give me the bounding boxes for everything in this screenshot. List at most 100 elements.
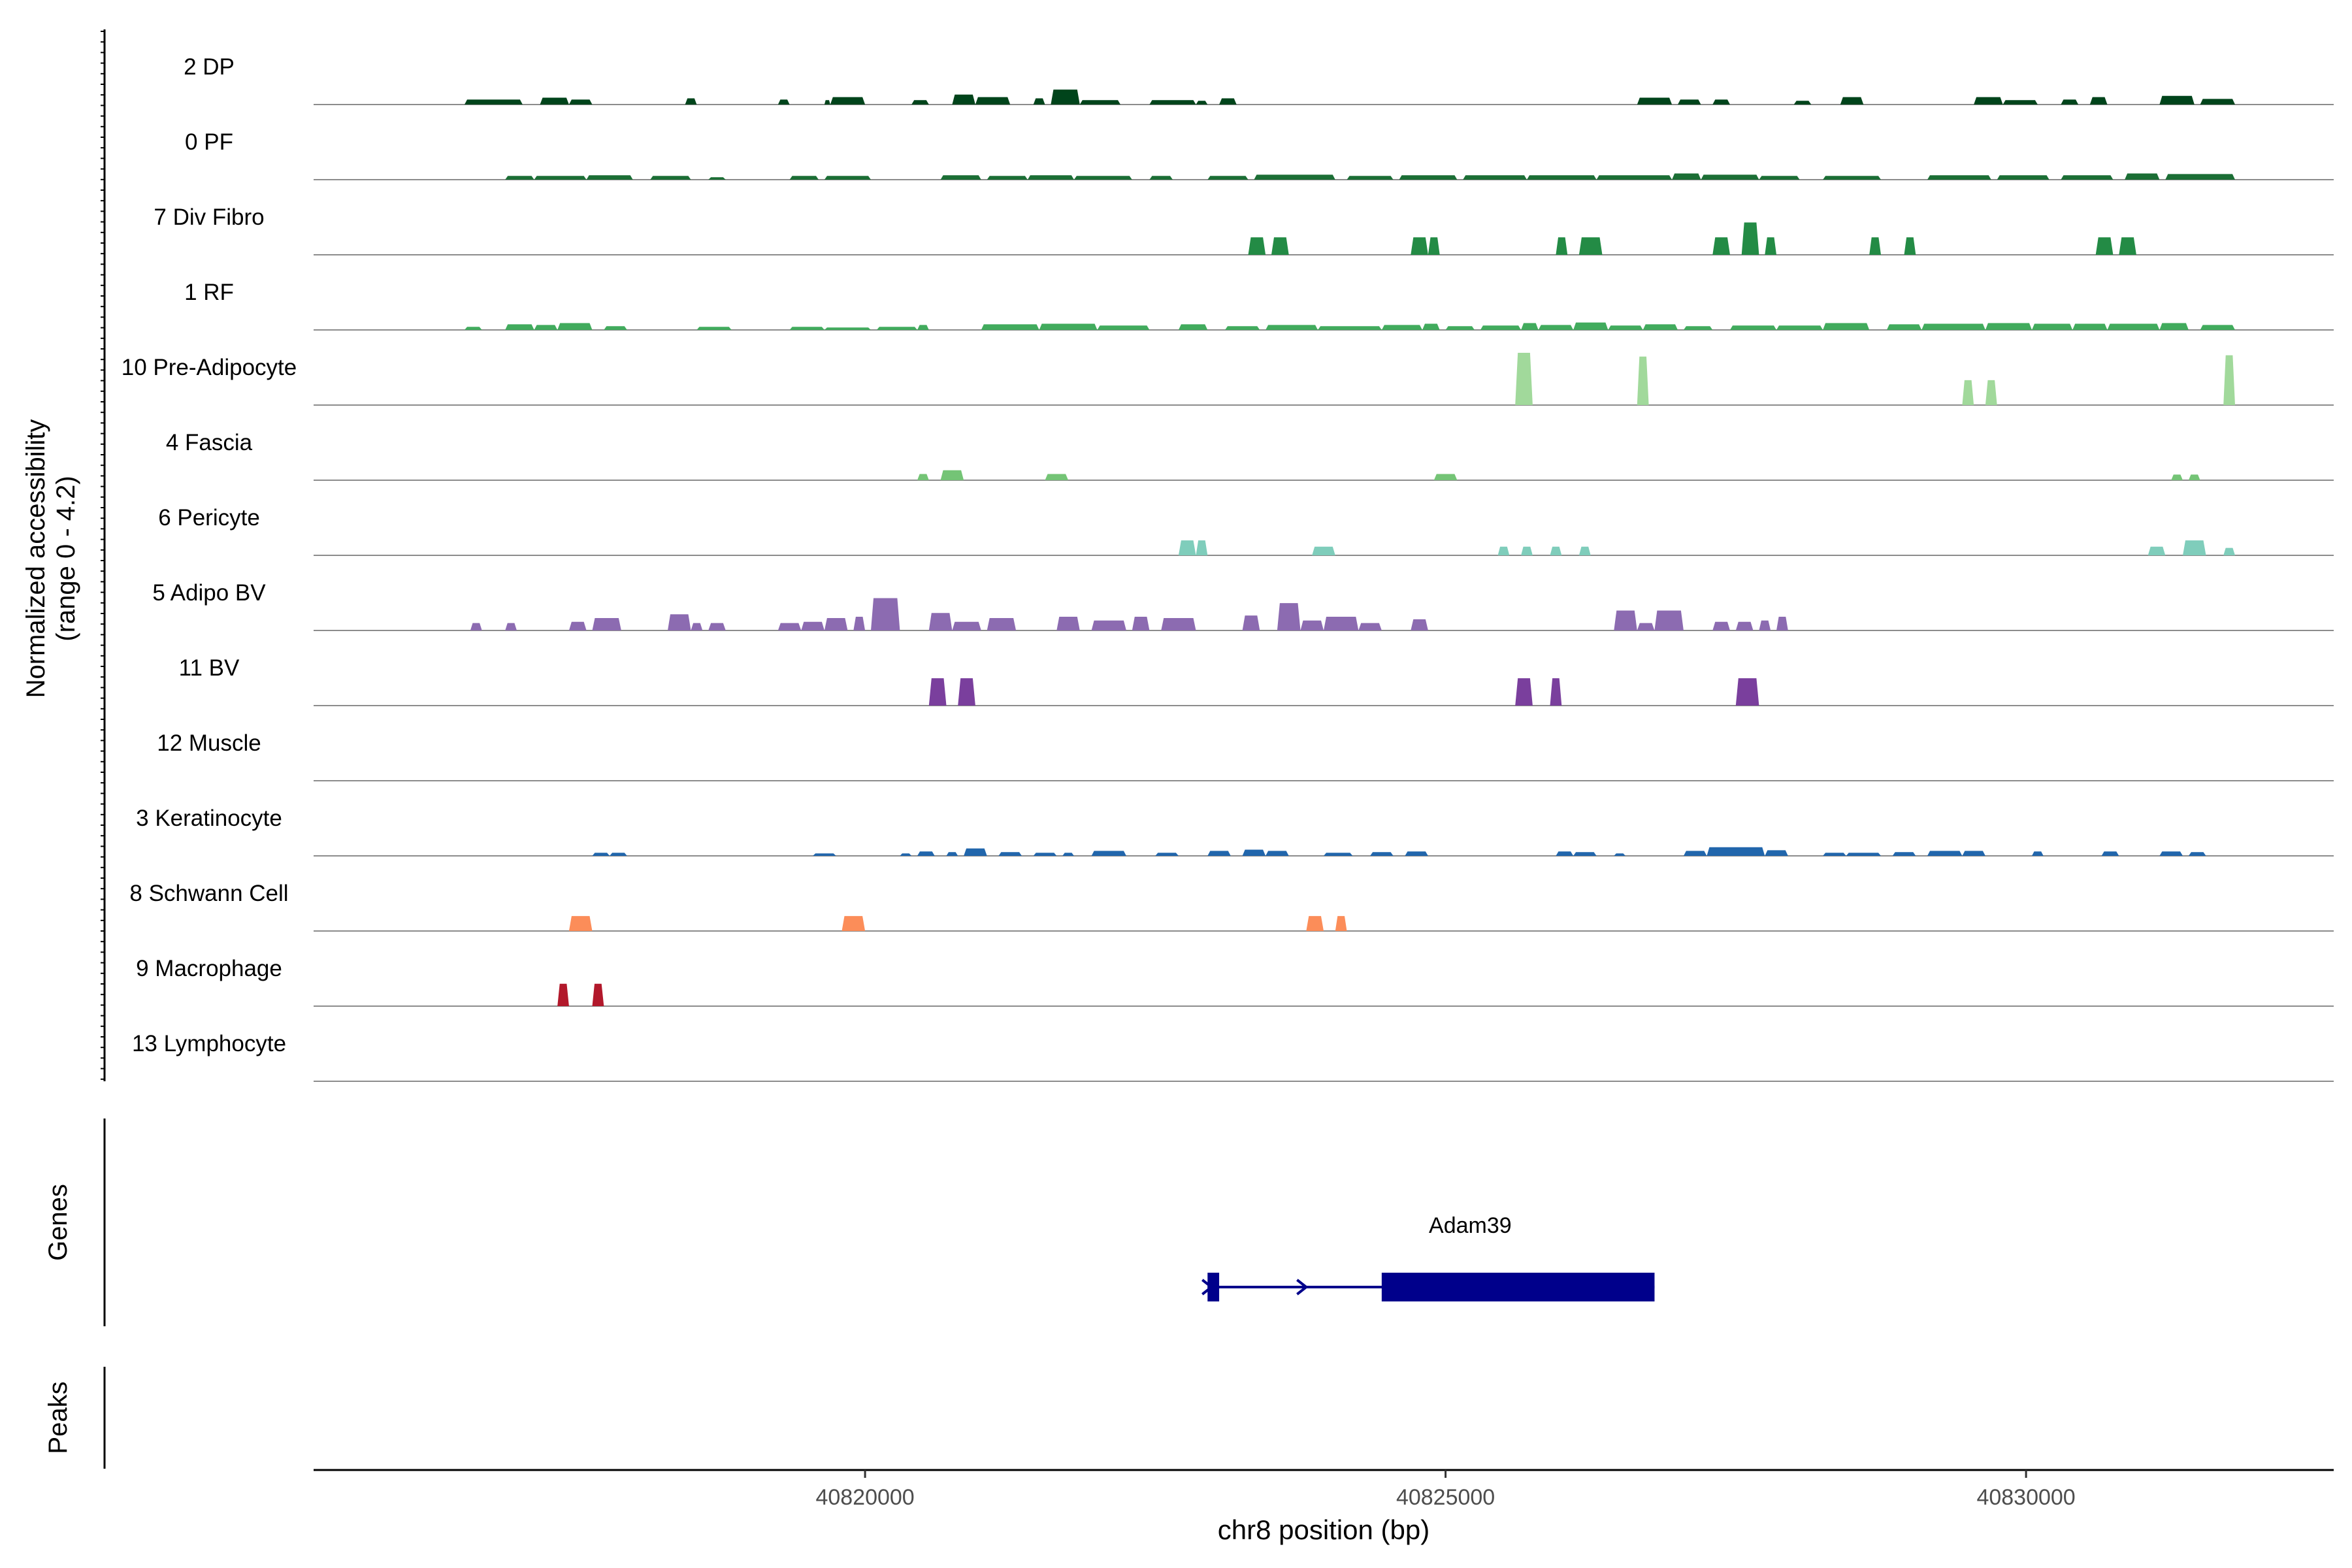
coverage-peak bbox=[1765, 850, 1788, 856]
track-label: 11 BV bbox=[179, 655, 240, 681]
strand-arrow bbox=[1296, 1279, 1309, 1296]
coverage-peak bbox=[928, 613, 953, 630]
coverage-peak bbox=[1608, 325, 1643, 330]
coverage-peak bbox=[1683, 326, 1713, 330]
x-axis: 40820000 40825000 40830000 bbox=[815, 1470, 2076, 1510]
coverage-peak bbox=[1497, 546, 1510, 555]
coverage-peak bbox=[1097, 325, 1150, 330]
coverage-peak bbox=[465, 99, 523, 105]
track-label: 12 Muscle bbox=[157, 730, 261, 756]
coverage-peak bbox=[1248, 237, 1266, 255]
coverage-peak bbox=[964, 848, 987, 856]
coverage-peak bbox=[1550, 546, 1562, 555]
coverage-peak bbox=[789, 176, 819, 180]
coverage-peak bbox=[2089, 97, 2108, 105]
track-label: 2 DP bbox=[184, 54, 235, 80]
coverage-peak bbox=[1707, 847, 1765, 856]
coverage-peak bbox=[1091, 620, 1126, 630]
coverage-peak bbox=[1324, 853, 1353, 856]
coverage-peak bbox=[928, 678, 947, 706]
coverage-peak bbox=[505, 324, 534, 330]
track-label: 10 Pre-Adipocyte bbox=[122, 355, 297, 380]
coverage-peak bbox=[1225, 326, 1260, 330]
coverage-peak bbox=[1793, 101, 1812, 105]
coverage-peak bbox=[1132, 617, 1150, 630]
track-12: 9 Macrophage bbox=[136, 956, 2334, 1007]
coverage-peak bbox=[592, 983, 604, 1006]
coverage-peak bbox=[2032, 323, 2073, 330]
coverage-peak bbox=[1730, 325, 1776, 330]
coverage-peak bbox=[958, 678, 975, 706]
coverage-peak bbox=[1515, 678, 1533, 706]
track-label: 4 Fascia bbox=[166, 430, 253, 455]
coverage-peak bbox=[1712, 237, 1730, 255]
coverage-peak bbox=[2188, 474, 2200, 480]
coverage-peak bbox=[1271, 237, 1289, 255]
coverage-peak bbox=[1266, 851, 1289, 856]
coverage-peak bbox=[853, 617, 866, 630]
coverage-peak bbox=[1892, 852, 1916, 856]
coverage-peak bbox=[1823, 176, 1881, 180]
coverage-peak bbox=[534, 325, 558, 330]
coverage-peak bbox=[911, 100, 929, 105]
coverage-peak bbox=[876, 327, 917, 330]
coverage-peak bbox=[465, 327, 482, 330]
coverage-peak bbox=[1985, 323, 2032, 330]
coverage-peak bbox=[1149, 176, 1173, 180]
coverage-peak bbox=[1573, 322, 1609, 330]
coverage-peak bbox=[789, 327, 825, 330]
peaks-panel-label: Peaks bbox=[44, 1381, 73, 1454]
coverage-peak bbox=[1178, 540, 1196, 555]
track-10: 3 Keratinocyte bbox=[136, 806, 2334, 857]
coverage-peak bbox=[708, 177, 726, 180]
x-axis-tick-label: 40825000 bbox=[1396, 1485, 1495, 1510]
coverage-peak bbox=[2061, 175, 2114, 180]
x-axis-tick-label: 40820000 bbox=[815, 1485, 914, 1510]
track-6: 6 Pericyte bbox=[158, 505, 2334, 556]
coverage-peak bbox=[1433, 474, 1458, 480]
coverage-peak bbox=[1614, 853, 1625, 856]
track-label: 8 Schwann Cell bbox=[129, 881, 288, 906]
coverage-peak bbox=[777, 99, 790, 105]
coverage-peak bbox=[586, 175, 633, 180]
coverage-peak bbox=[987, 176, 1028, 180]
coverage-peak bbox=[2188, 852, 2206, 856]
coverage-peak bbox=[1614, 610, 1637, 630]
coverage-peak bbox=[540, 97, 569, 105]
coverage-peak bbox=[1266, 325, 1318, 330]
coverage-peak bbox=[1428, 237, 1440, 255]
track-13: 13 Lymphocyte bbox=[132, 1031, 2334, 1082]
coverage-peak bbox=[940, 175, 981, 180]
coverage-peak bbox=[998, 852, 1022, 856]
coverage-peak bbox=[841, 916, 866, 931]
coverage-peak bbox=[1712, 99, 1730, 105]
track-4: 10 Pre-Adipocyte bbox=[122, 353, 2334, 406]
coverage-peak bbox=[1869, 237, 1881, 255]
coverage-peak bbox=[1921, 323, 1985, 330]
coverage-peak bbox=[1846, 853, 1881, 856]
coverage-peak bbox=[592, 853, 610, 856]
coverage-peak bbox=[1596, 175, 1673, 180]
coverage-peak bbox=[1149, 100, 1196, 105]
coverage-peak bbox=[568, 99, 593, 105]
coverage-peak bbox=[1765, 237, 1776, 255]
track-3: 1 RF bbox=[184, 280, 2334, 331]
coverage-peak bbox=[604, 326, 627, 330]
coverage-peak bbox=[1480, 325, 1522, 330]
track-7: 5 Adipo BV bbox=[152, 580, 2334, 631]
coverage-peak bbox=[2159, 323, 2189, 330]
track-label: 7 Div Fibro bbox=[154, 204, 264, 230]
track-label: 3 Keratinocyte bbox=[136, 806, 282, 831]
coverage-peak bbox=[1735, 621, 1754, 630]
coverage-peak bbox=[668, 614, 691, 630]
coverage-peak bbox=[2223, 355, 2235, 405]
coverage-peak bbox=[2107, 323, 2160, 330]
coverage-peak bbox=[1538, 325, 1574, 330]
coverage-peak bbox=[1515, 353, 1533, 405]
coverage-peak bbox=[708, 623, 726, 630]
track-label: 6 Pericyte bbox=[158, 505, 260, 531]
coverage-peak bbox=[1445, 326, 1475, 330]
track-label: 5 Adipo BV bbox=[152, 580, 266, 606]
coverage-peak bbox=[1556, 851, 1574, 856]
